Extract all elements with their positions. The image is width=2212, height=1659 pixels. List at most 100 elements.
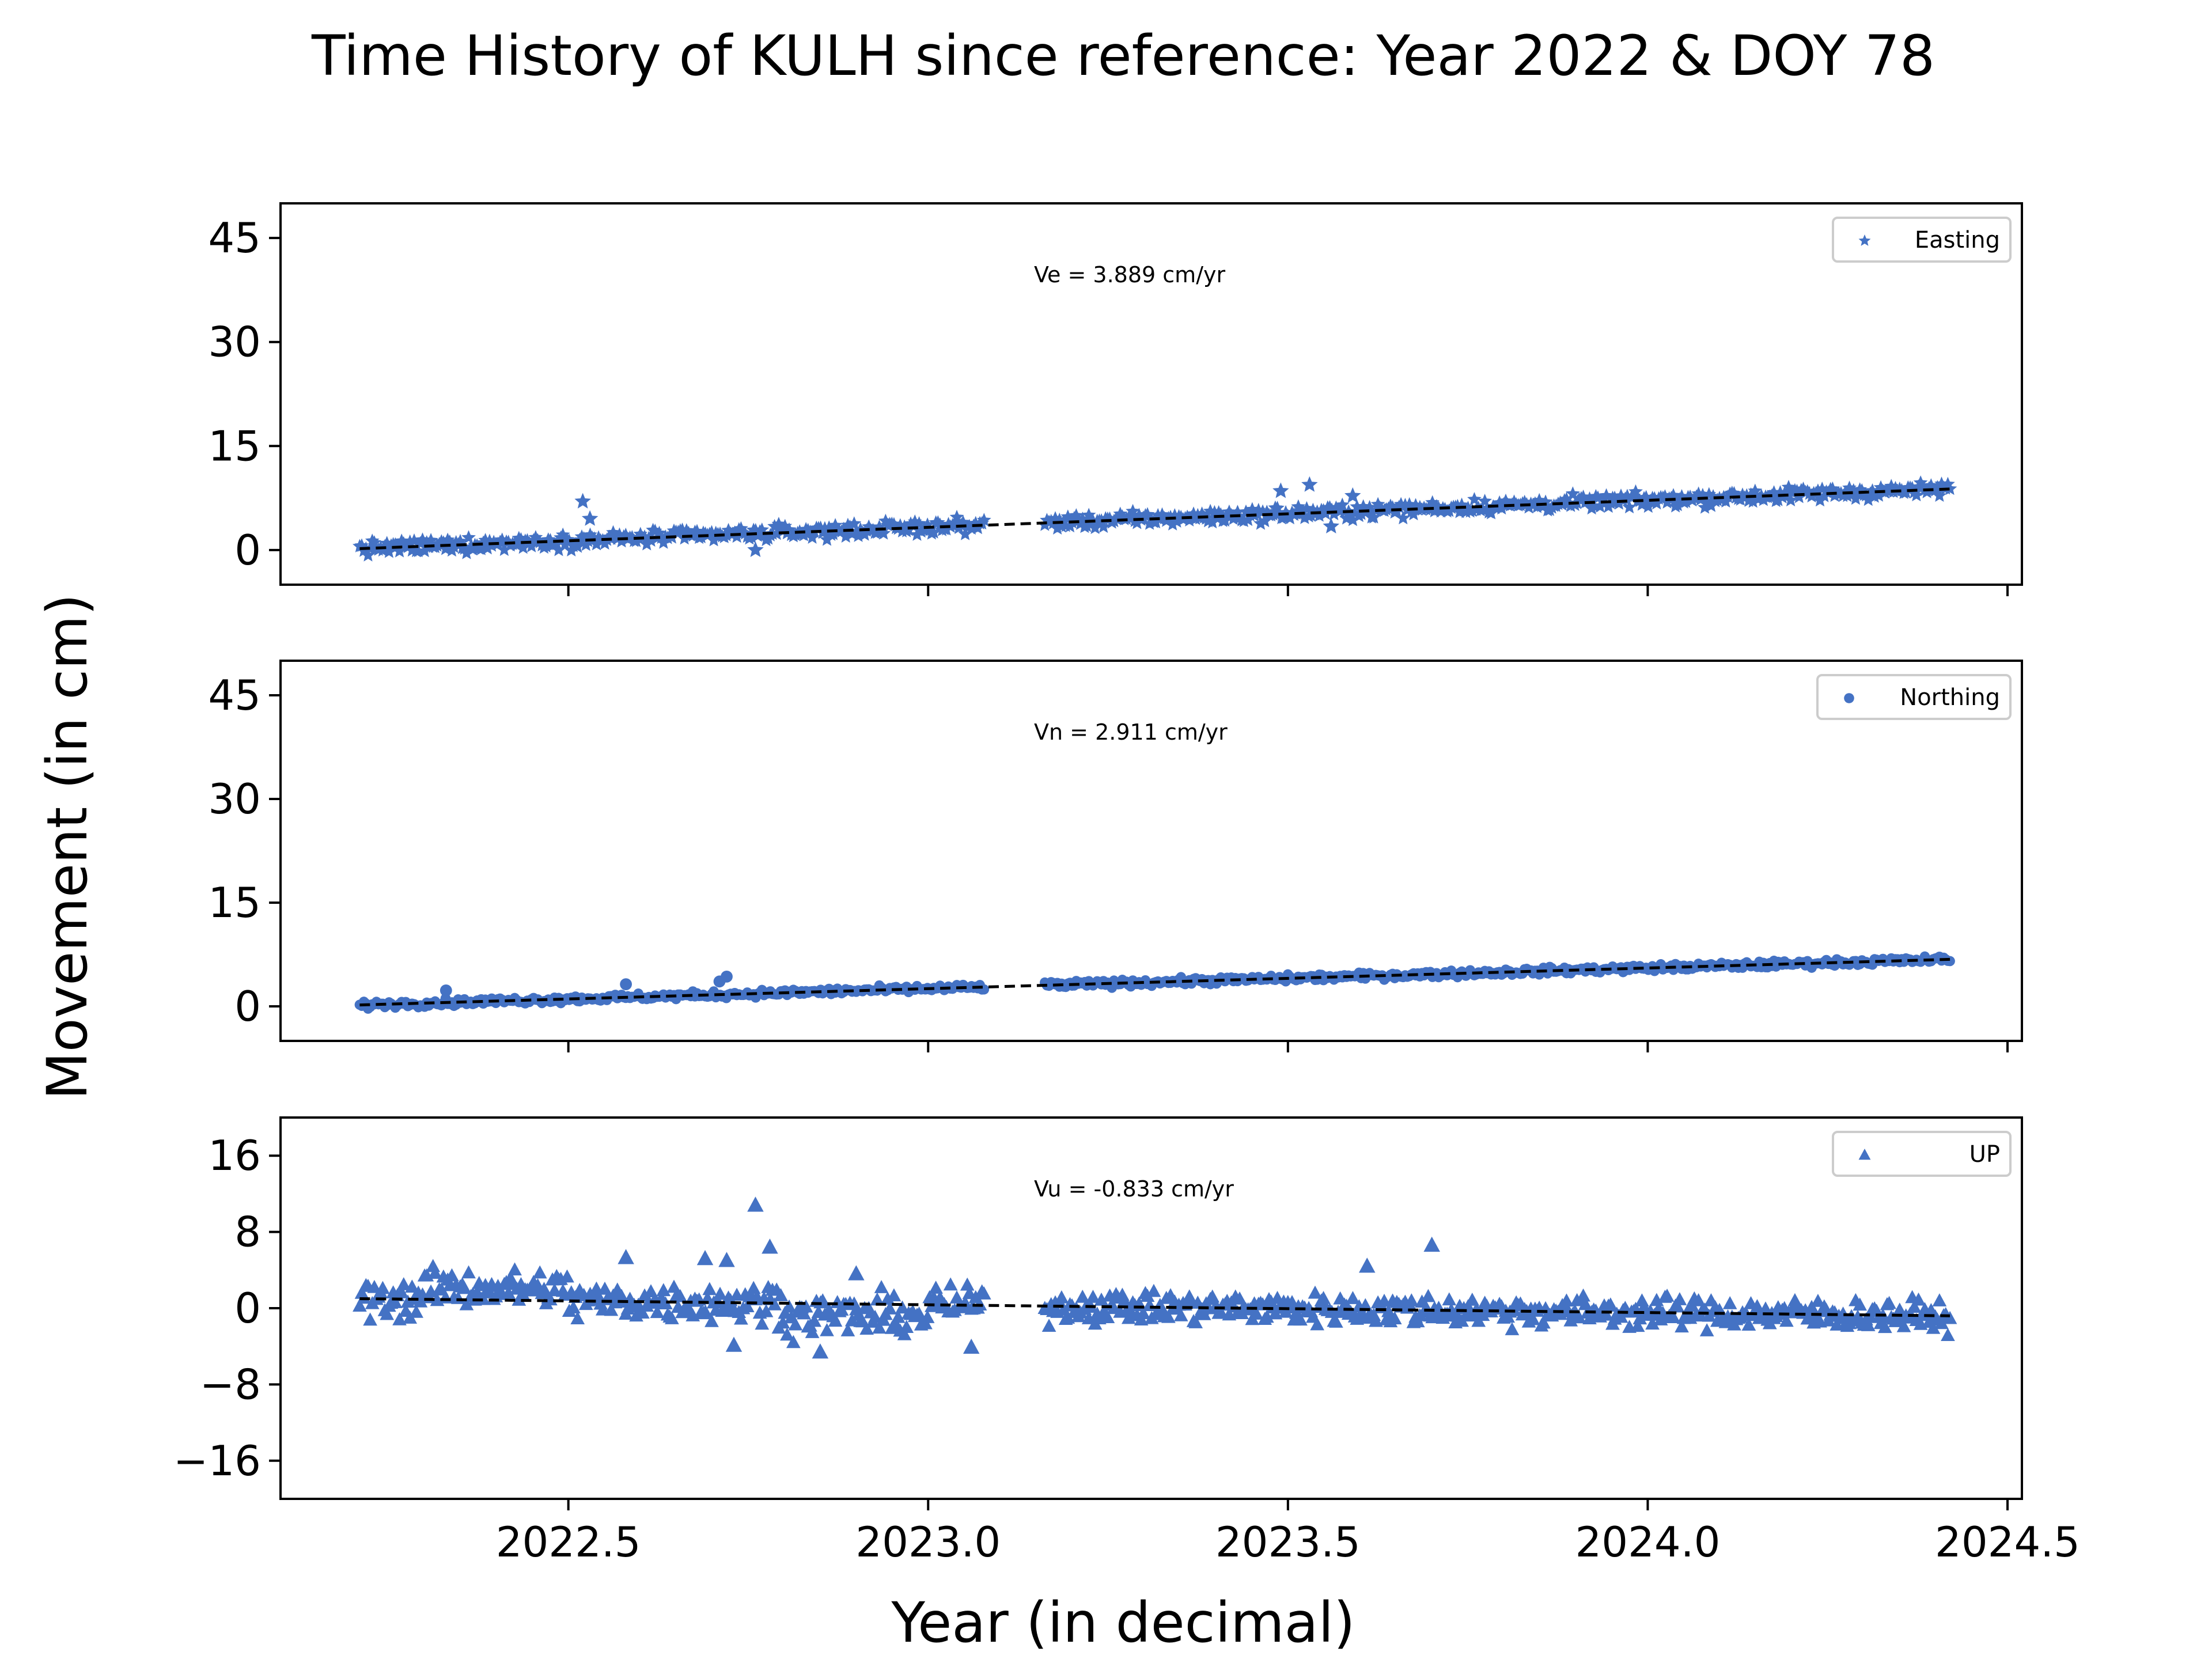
up-point bbox=[1672, 1292, 1687, 1305]
x-tick-label: 2023.0 bbox=[855, 1518, 1001, 1566]
easting-legend: Easting bbox=[1832, 217, 2012, 263]
up-point bbox=[1559, 1293, 1574, 1307]
up-point bbox=[1882, 1296, 1896, 1309]
easting-point bbox=[1346, 512, 1360, 527]
up-point bbox=[1369, 1313, 1383, 1327]
up-point bbox=[1630, 1319, 1645, 1332]
up-point bbox=[1741, 1317, 1756, 1331]
up-point bbox=[1911, 1292, 1926, 1306]
up-point bbox=[537, 1282, 551, 1295]
legend-label: Northing bbox=[1900, 684, 2000, 711]
up-point bbox=[734, 1311, 748, 1325]
up-point bbox=[1140, 1289, 1155, 1302]
easting-point bbox=[643, 533, 658, 547]
easting-point bbox=[1406, 506, 1421, 521]
up-point bbox=[895, 1300, 910, 1314]
up-point bbox=[380, 1306, 395, 1320]
up-point bbox=[1779, 1313, 1794, 1327]
up-point bbox=[1465, 1292, 1480, 1306]
up-point bbox=[1308, 1285, 1323, 1299]
up-point bbox=[1161, 1309, 1176, 1323]
up-outlier bbox=[747, 1196, 764, 1212]
up-point bbox=[1358, 1298, 1373, 1312]
easting-point bbox=[1872, 488, 1886, 502]
easting-point bbox=[1335, 497, 1350, 512]
up-point bbox=[635, 1305, 650, 1319]
up-point bbox=[929, 1281, 944, 1294]
easting-point bbox=[1783, 493, 1798, 507]
up-point bbox=[874, 1280, 889, 1293]
easting-point bbox=[838, 529, 853, 543]
up-point bbox=[457, 1281, 472, 1294]
up-point bbox=[782, 1299, 797, 1313]
up-outlier bbox=[812, 1343, 829, 1359]
easting-point bbox=[805, 530, 820, 544]
up-point bbox=[698, 1304, 713, 1318]
easting-point bbox=[403, 534, 418, 548]
up-point bbox=[780, 1327, 794, 1341]
up-point bbox=[1075, 1289, 1090, 1303]
chart-title: Time History of KULH since reference: Ye… bbox=[311, 24, 1935, 88]
up-point bbox=[459, 1297, 474, 1310]
up-point bbox=[1404, 1293, 1419, 1306]
up-point bbox=[1571, 1310, 1586, 1324]
easting-outlier bbox=[574, 493, 591, 509]
up-point bbox=[1666, 1310, 1681, 1324]
easting-point bbox=[1467, 492, 1482, 506]
easting-point bbox=[1704, 498, 1718, 512]
up-point bbox=[476, 1291, 491, 1305]
easting-point bbox=[1205, 514, 1220, 529]
easting-point bbox=[1942, 481, 1957, 495]
up-point bbox=[507, 1262, 522, 1276]
up-point bbox=[1861, 1318, 1876, 1331]
x-tick-label: 2022.5 bbox=[496, 1518, 641, 1566]
up-point bbox=[899, 1320, 914, 1334]
up-point bbox=[872, 1320, 887, 1334]
easting-point bbox=[1771, 493, 1786, 506]
x-tick-label: 2023.5 bbox=[1215, 1518, 1361, 1566]
up-point bbox=[1941, 1328, 1955, 1342]
easting-point bbox=[1149, 514, 1163, 529]
up-point bbox=[1877, 1320, 1892, 1334]
up-point bbox=[1722, 1296, 1737, 1309]
easting-point bbox=[729, 529, 744, 543]
up-point bbox=[1942, 1310, 1957, 1324]
easting-point bbox=[1080, 518, 1094, 532]
northing-velocity-annotation: Vn = 2.911 cm/yr bbox=[1034, 719, 1228, 745]
up-outlier bbox=[848, 1265, 865, 1281]
up-point bbox=[673, 1289, 688, 1302]
easting-point bbox=[847, 516, 862, 530]
up-point bbox=[658, 1296, 673, 1310]
easting-point bbox=[1861, 492, 1876, 506]
up-outlier bbox=[1423, 1236, 1440, 1252]
up-point bbox=[1683, 1310, 1698, 1324]
up-point bbox=[1188, 1315, 1203, 1328]
up-point bbox=[1205, 1289, 1220, 1303]
easting-point bbox=[1622, 499, 1637, 514]
panel-up: −16 −8 0 8 16 2022.5 2023.0 2023.5 2024.0 2024.5 V… bbox=[173, 1116, 2080, 1566]
y-tick-label: 30 bbox=[208, 775, 261, 823]
up-legend: UP bbox=[1832, 1131, 2012, 1177]
y-tick-label: 45 bbox=[208, 671, 261, 719]
up-point bbox=[870, 1292, 885, 1306]
up-point bbox=[409, 1304, 423, 1318]
up-point bbox=[1136, 1306, 1151, 1320]
up-point bbox=[713, 1286, 728, 1300]
up-point bbox=[1896, 1319, 1911, 1332]
legend-box bbox=[1816, 674, 2012, 720]
easting-point bbox=[958, 527, 972, 540]
up-point bbox=[897, 1327, 912, 1340]
up-point bbox=[759, 1304, 774, 1317]
up-point bbox=[388, 1295, 403, 1308]
easting-outlier bbox=[1301, 476, 1318, 492]
easting-point bbox=[910, 527, 925, 541]
easting-point bbox=[1932, 488, 1947, 502]
up-point bbox=[960, 1277, 975, 1291]
up-point bbox=[1173, 1308, 1188, 1321]
up-point bbox=[807, 1313, 822, 1327]
easting-point bbox=[826, 527, 840, 540]
easting-point bbox=[1354, 506, 1369, 520]
easting-outlier bbox=[747, 541, 764, 557]
panel-northing: 0 15 30 45 Vn = 2.911 cm/yr Northing bbox=[208, 660, 2023, 1052]
